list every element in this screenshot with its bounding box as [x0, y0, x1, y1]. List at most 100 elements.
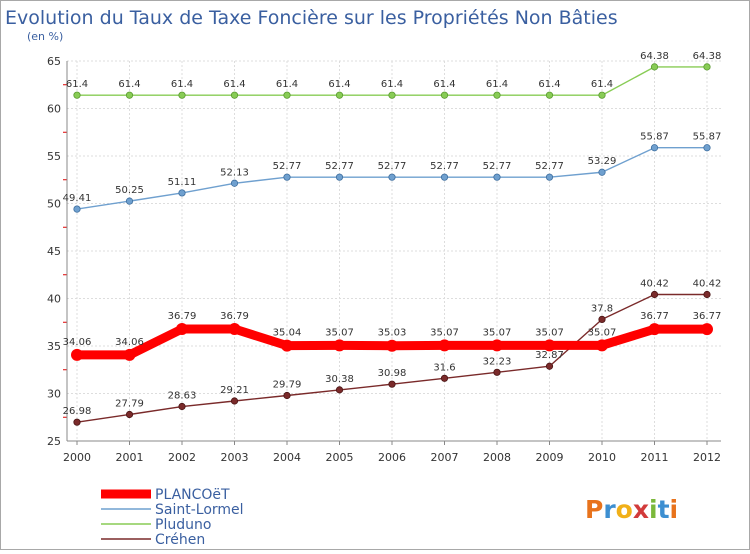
- data-label: 31.6: [433, 362, 455, 373]
- data-label: 30.38: [325, 374, 354, 385]
- data-point: [123, 348, 136, 361]
- data-label: 37.8: [591, 303, 613, 314]
- x-tick-label: 2010: [588, 451, 616, 464]
- legend-label: Saint-Lormel: [155, 502, 244, 518]
- data-point: [178, 189, 186, 197]
- data-point: [388, 173, 396, 181]
- data-point: [283, 391, 291, 400]
- data-point: [701, 323, 713, 336]
- data-label: 35.07: [588, 327, 617, 338]
- data-point: [596, 339, 608, 352]
- data-point: [650, 290, 659, 299]
- data-point: [73, 418, 81, 426]
- data-point: [281, 339, 293, 352]
- data-point: [493, 91, 501, 99]
- data-point: [178, 91, 186, 99]
- data-label: 51.11: [168, 177, 197, 188]
- data-label: 61.4: [276, 79, 298, 90]
- data-point: [703, 290, 711, 299]
- data-label: 32.87: [535, 350, 564, 361]
- data-point: [703, 63, 711, 71]
- x-tick-label: 2012: [693, 451, 721, 464]
- data-label: 61.4: [538, 79, 560, 90]
- data-label: 40.42: [640, 279, 669, 290]
- y-tick-label: 65: [47, 55, 61, 68]
- data-point: [545, 362, 554, 370]
- x-tick-label: 2006: [378, 451, 406, 464]
- data-label: 40.42: [693, 279, 722, 290]
- data-label: 30.98: [378, 368, 407, 379]
- data-point: [125, 197, 134, 205]
- data-point: [598, 91, 606, 99]
- data-point: [493, 173, 501, 181]
- chart-title: Evolution du Taux de Taxe Foncière sur l…: [5, 7, 618, 29]
- series-1: [73, 144, 711, 213]
- data-point: [491, 339, 503, 352]
- data-point: [335, 91, 344, 99]
- data-label: 61.4: [381, 79, 403, 90]
- data-label: 27.79: [115, 398, 144, 409]
- x-tick-label: 2002: [168, 451, 196, 464]
- legend-label: Pluduno: [155, 517, 211, 533]
- data-point: [440, 91, 449, 99]
- y-tick-label: 60: [47, 103, 61, 116]
- data-point: [545, 91, 554, 99]
- data-label: 29.21: [220, 385, 249, 396]
- logo-letter: t: [658, 495, 670, 524]
- logo-letter: r: [603, 495, 616, 524]
- data-label: 36.79: [220, 311, 249, 322]
- x-tick-label: 2009: [536, 451, 564, 464]
- data-label: 52.77: [535, 161, 564, 172]
- data-point: [228, 322, 241, 335]
- y-tick-label: 55: [47, 150, 61, 163]
- data-label: 36.79: [168, 311, 197, 322]
- data-point: [178, 402, 186, 411]
- chart-subtitle: (en %): [27, 30, 63, 43]
- data-point: [283, 173, 291, 181]
- x-tick-label: 2001: [116, 451, 144, 464]
- data-label: 35.03: [378, 328, 407, 339]
- series-3: [73, 290, 711, 426]
- data-label: 52.77: [378, 161, 407, 172]
- data-point: [230, 91, 239, 99]
- y-tick-label: 45: [47, 245, 61, 258]
- data-label: 28.63: [168, 391, 197, 402]
- data-label: 61.4: [223, 79, 245, 90]
- x-tick-label: 2003: [221, 451, 249, 464]
- data-point: [598, 315, 606, 323]
- data-point: [335, 173, 344, 181]
- data-point: [388, 380, 396, 388]
- data-point: [388, 91, 396, 99]
- series-layer: [71, 63, 713, 426]
- data-label: 35.07: [430, 327, 459, 338]
- legend-label: PLANCOëT: [155, 487, 230, 503]
- legend-label: Créhen: [155, 532, 205, 548]
- series-2: [73, 63, 711, 99]
- data-label: 34.06: [115, 337, 144, 348]
- data-point: [440, 374, 449, 382]
- x-tick-label: 2005: [326, 451, 354, 464]
- logo-letter: i: [670, 495, 679, 524]
- logo-letter: x: [633, 495, 649, 524]
- data-label: 36.77: [693, 311, 722, 322]
- axes: 25 30 35 40 45 50 55 60 65 2000 2001 2002 2003 2004 20…: [47, 55, 721, 464]
- logo-letter: o: [616, 495, 633, 524]
- data-label: 35.04: [273, 328, 302, 339]
- data-label: 55.87: [693, 132, 722, 143]
- data-point: [650, 144, 659, 152]
- data-label: 26.98: [63, 406, 92, 417]
- data-label: 35.07: [483, 327, 512, 338]
- data-label: 52.13: [220, 167, 249, 178]
- data-point: [73, 205, 81, 213]
- data-label: 52.77: [325, 161, 354, 172]
- y-tick-label: 30: [47, 388, 61, 401]
- data-label: 64.38: [640, 51, 669, 62]
- data-point: [125, 410, 134, 419]
- data-point: [230, 179, 239, 187]
- data-label: 61.4: [171, 79, 193, 90]
- data-label: 32.23: [483, 356, 512, 367]
- data-label: 61.4: [591, 79, 613, 90]
- data-point: [493, 368, 501, 376]
- data-point: [438, 339, 451, 352]
